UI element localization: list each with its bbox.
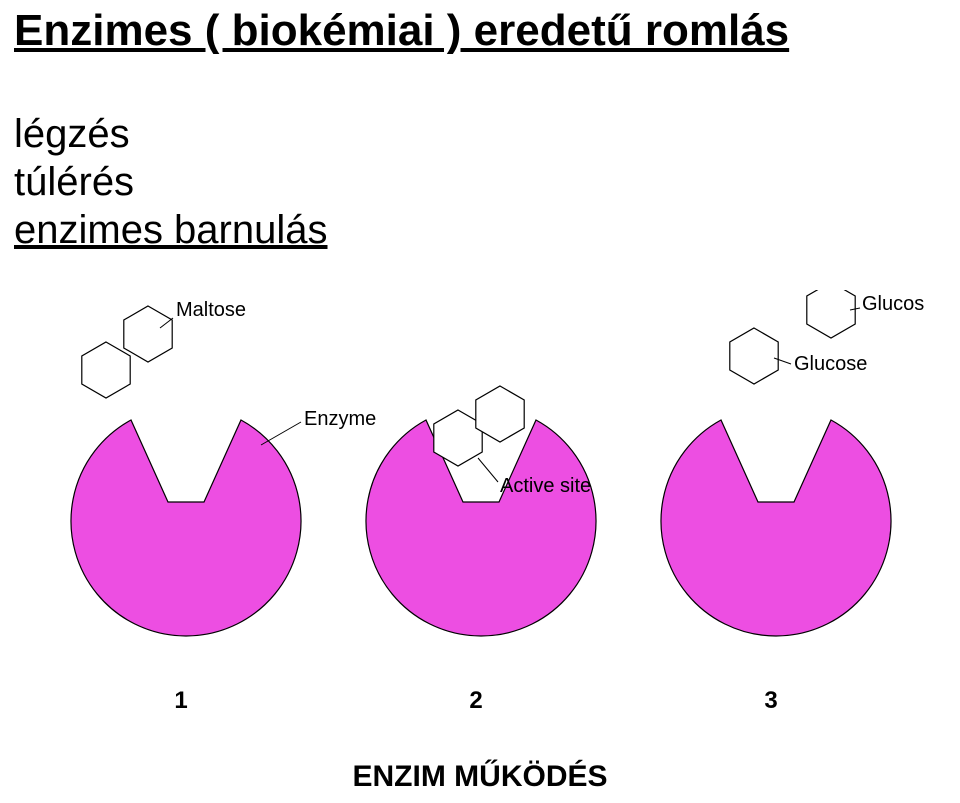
diagram-caption: ENZIM MŰKÖDÉS bbox=[0, 760, 960, 794]
list-item: légzés bbox=[14, 110, 328, 158]
stage-number: 3 bbox=[764, 687, 777, 714]
page: Enzimes ( biokémiai ) eredetű romlás lég… bbox=[0, 0, 960, 803]
list-item: túlérés bbox=[14, 158, 328, 206]
enzyme-label: Enzyme bbox=[304, 408, 376, 430]
stage-2: Active site 2 bbox=[366, 386, 596, 714]
list-item-link: enzimes barnulás bbox=[14, 206, 328, 254]
enzyme-diagram: Maltose Enzyme 1 Active site 2 bbox=[36, 290, 924, 730]
maltose-label: Maltose bbox=[176, 299, 246, 321]
stage-number: 1 bbox=[174, 687, 187, 714]
stage-1: Maltose Enzyme 1 bbox=[71, 299, 376, 714]
diagram-svg: Maltose Enzyme 1 Active site 2 bbox=[36, 290, 924, 730]
glucose-free-label: Glucose bbox=[862, 293, 924, 315]
glucose-bound-label: Glucose bbox=[794, 353, 867, 375]
stage-3: Glucose Glucose 3 bbox=[661, 290, 924, 714]
page-title: Enzimes ( biokémiai ) eredetű romlás bbox=[14, 6, 789, 56]
active-site-label: Active site bbox=[500, 475, 591, 497]
bullet-list: légzés túlérés enzimes barnulás bbox=[14, 110, 328, 254]
stage-number: 2 bbox=[469, 687, 482, 714]
